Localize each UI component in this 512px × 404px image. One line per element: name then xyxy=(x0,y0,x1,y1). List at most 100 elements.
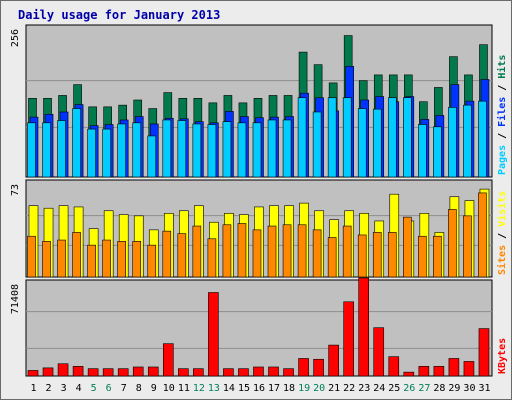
panel-kbytes: 71408 KBytes xyxy=(10,277,508,377)
bar-pages xyxy=(132,122,142,178)
panel-hits-files-pages: 256 Pages / Files / Hits xyxy=(10,24,508,178)
bar-pages xyxy=(478,100,487,178)
y-max-label: 71408 xyxy=(10,284,21,314)
bar-kbytes xyxy=(117,368,129,377)
bar-kbytes xyxy=(178,368,189,377)
legend: Pages / Files / Hits xyxy=(496,55,508,175)
legend-item-visits: Visits xyxy=(496,191,508,227)
legend-separator: / xyxy=(497,227,508,245)
bar-kbytes xyxy=(102,368,114,377)
bar-sites xyxy=(207,238,217,278)
legend-item-hits: Hits xyxy=(496,55,508,79)
bar-pages xyxy=(387,97,397,178)
bar-kbytes xyxy=(403,371,415,377)
legend-item-sites: Sites xyxy=(496,245,508,275)
bar-kbytes xyxy=(298,358,309,377)
bar-kbytes xyxy=(343,301,354,377)
bar-pages xyxy=(448,107,457,178)
bar-kbytes xyxy=(388,356,400,377)
tick-label-day: 16 xyxy=(253,383,265,394)
bar-kbytes xyxy=(448,358,460,377)
bar-sites xyxy=(252,229,262,278)
legend: Sites / Visits xyxy=(496,191,508,275)
bar-kbytes xyxy=(283,368,294,377)
bar-pages xyxy=(252,122,262,178)
tick-label-day: 4 xyxy=(76,383,82,394)
tick-label-day: 7 xyxy=(121,383,127,394)
tick-label-day: 29 xyxy=(448,383,460,394)
tick-label-day: 30 xyxy=(463,383,475,394)
legend: KBytes xyxy=(497,338,508,374)
bar-sites xyxy=(102,239,111,278)
bar-kbytes xyxy=(223,368,234,377)
bar-pages xyxy=(463,104,472,178)
bar-pages xyxy=(192,123,202,178)
bar-kbytes xyxy=(433,366,445,377)
tick-label-day: 28 xyxy=(433,383,445,394)
bar-sites xyxy=(433,235,442,278)
bar-sites xyxy=(448,209,457,278)
bar-pages xyxy=(222,121,232,178)
bar-pages xyxy=(42,122,51,178)
legend-item-files: Files xyxy=(496,97,508,127)
bar-sites xyxy=(297,224,307,278)
bar-pages xyxy=(327,97,337,178)
tick-label-day: 17 xyxy=(268,383,280,394)
panel-visits-sites: 73 Sites / Visits xyxy=(10,179,508,278)
bar-kbytes xyxy=(57,363,69,377)
tick-label-day: 6 xyxy=(106,383,112,394)
bar-kbytes xyxy=(418,366,430,377)
bar-sites xyxy=(372,232,382,278)
bar-kbytes xyxy=(27,370,39,377)
y-max-label: 256 xyxy=(10,29,21,47)
tick-label-day: 23 xyxy=(358,383,370,394)
bar-sites xyxy=(147,244,157,278)
chart-title: Daily usage for January 2013 xyxy=(18,8,220,22)
tick-label-day: 31 xyxy=(478,383,490,394)
bar-kbytes xyxy=(358,277,370,377)
plot-area xyxy=(25,279,493,377)
bar-kbytes xyxy=(373,327,385,377)
bar-sites xyxy=(132,241,142,278)
bar-kbytes xyxy=(313,358,324,377)
tick-label-day: 8 xyxy=(136,383,142,394)
bar-pages xyxy=(162,119,172,178)
bar-kbytes xyxy=(193,368,204,377)
bar-pages xyxy=(267,119,277,178)
tick-label-day: 26 xyxy=(403,383,415,394)
bar-sites xyxy=(403,216,412,278)
bar-sites xyxy=(478,192,487,278)
tick-label-day: 22 xyxy=(343,383,355,394)
bar-kbytes xyxy=(208,292,219,377)
bar-kbytes xyxy=(87,368,99,377)
bar-pages xyxy=(102,128,111,178)
bar-kbytes xyxy=(253,366,264,377)
legend-item-kbytes: KBytes xyxy=(497,338,508,374)
bar-sites xyxy=(192,225,202,278)
bar-sites xyxy=(162,230,172,278)
tick-label-day: 27 xyxy=(418,383,430,394)
bar-sites xyxy=(222,224,232,278)
bar-kbytes xyxy=(162,343,174,377)
bar-sites xyxy=(57,239,66,278)
bar-pages xyxy=(433,126,442,178)
bar-pages xyxy=(342,97,352,178)
bar-sites xyxy=(463,215,472,278)
bar-sites xyxy=(177,233,187,278)
bar-pages xyxy=(177,120,187,178)
bar-pages xyxy=(207,124,217,178)
bar-kbytes xyxy=(238,368,249,377)
bar-sites xyxy=(237,223,247,278)
bar-sites xyxy=(312,229,322,278)
bar-pages xyxy=(282,119,292,178)
bar-sites xyxy=(87,244,96,278)
bar-sites xyxy=(357,234,367,278)
legend-item-pages: Pages xyxy=(497,145,508,175)
bar-pages xyxy=(357,108,367,178)
tick-label-day: 1 xyxy=(31,383,37,394)
bar-sites xyxy=(387,232,397,278)
bar-pages xyxy=(147,135,157,178)
tick-label-day: 18 xyxy=(283,383,295,394)
legend-separator: / xyxy=(497,127,508,145)
